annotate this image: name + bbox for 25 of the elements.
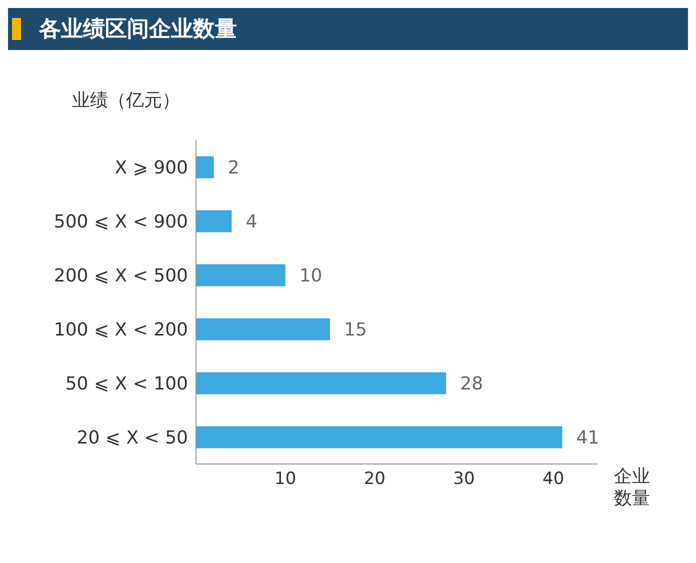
y-tick-label: 500 ⩽ X < 900	[54, 211, 188, 232]
data-label: 4	[246, 212, 258, 233]
y-tick-label: 200 ⩽ X < 500	[54, 265, 188, 286]
y-tick-label: 50 ⩽ X < 100	[65, 373, 188, 394]
bar	[196, 210, 232, 232]
data-label: 10	[299, 266, 322, 287]
x-tick-label: 10	[274, 469, 296, 490]
data-label: 2	[228, 158, 240, 179]
data-label: 41	[576, 428, 600, 449]
x-tick-label: 20	[364, 469, 386, 490]
y-tick-label: 20 ⩽ X < 50	[76, 427, 188, 448]
data-label: 15	[344, 320, 367, 341]
x-tick-label: 30	[453, 469, 475, 490]
chart-title: 各业绩区间企业数量	[39, 16, 237, 44]
x-tick-label: 40	[542, 469, 564, 490]
y-axis-title: 业绩（亿元）	[72, 89, 180, 112]
y-tick-label: 100 ⩽ X < 200	[54, 319, 188, 340]
bar	[196, 318, 330, 340]
bar	[196, 372, 446, 394]
y-tick-label: X ⩾ 900	[114, 157, 188, 178]
bar	[196, 264, 286, 286]
data-label: 28	[460, 374, 484, 395]
x-axis-title: 企业数量	[614, 466, 651, 510]
bar	[196, 156, 214, 178]
bar	[196, 426, 562, 448]
